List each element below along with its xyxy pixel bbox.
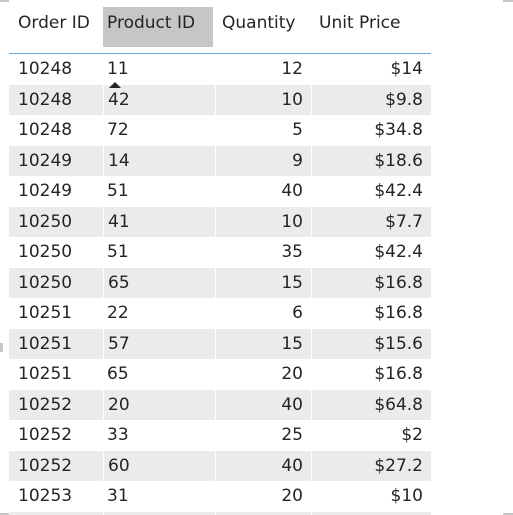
cell-order-id: 10253 — [18, 486, 73, 507]
cell-unit-price: $7.7 — [311, 206, 431, 237]
data-table-container: Order ID Product ID Quantity Unit Price — [9, 7, 431, 515]
table-row[interactable]: 10248 11 12 $14 — [9, 54, 431, 85]
cell-product-id: 20 — [103, 389, 215, 420]
cell-product-id: 65 — [103, 267, 215, 298]
cell-order-id: 10252 — [9, 389, 103, 420]
column-header-label: Unit Price — [319, 13, 401, 33]
cell-quantity: 40 — [281, 181, 303, 202]
cell-order-id: 10252 — [18, 425, 73, 446]
column-header-order-id[interactable]: Order ID — [9, 7, 103, 54]
cell-quantity: 15 — [215, 328, 311, 359]
cell-unit-price: $64.8 — [311, 389, 431, 420]
column-header-quantity[interactable]: Quantity — [215, 7, 311, 54]
cell-unit-price: $27.2 — [311, 450, 431, 481]
cell-product-id: 60 — [103, 450, 215, 481]
table-header-row: Order ID Product ID Quantity Unit Price — [9, 7, 431, 88]
cell-quantity: 35 — [281, 242, 303, 263]
cell-order-id: 10249 — [9, 145, 103, 176]
column-header-label: Quantity — [222, 13, 296, 33]
table-row[interactable]: 10248 72 5 $34.8 — [9, 115, 431, 146]
sorted-column-highlight — [103, 7, 213, 47]
cell-order-id: 10248 — [9, 84, 103, 115]
cell-quantity: 5 — [292, 120, 303, 141]
table-row[interactable]: 10249 14 9 $18.6 — [9, 145, 431, 176]
cell-order-id: 10251 — [9, 328, 103, 359]
cell-order-id: 10250 — [18, 242, 73, 263]
cell-product-id: 31 — [107, 486, 129, 507]
visual-frame-corner — [503, 0, 513, 2]
cell-order-id: 10249 — [18, 181, 73, 202]
table-row[interactable]: 10253 31 20 $10 — [9, 481, 431, 512]
table-row[interactable]: 10252 20 40 $64.8 — [9, 389, 431, 420]
column-header-unit-price[interactable]: Unit Price — [311, 7, 431, 54]
visual-frame-corner — [0, 0, 9, 2]
cell-quantity: 15 — [215, 267, 311, 298]
table-row[interactable]: 10250 51 35 $42.4 — [9, 237, 431, 268]
table-row[interactable]: 10252 33 25 $2 — [9, 420, 431, 451]
visual-frame-corner — [0, 513, 9, 515]
table-row[interactable]: 10249 51 40 $42.4 — [9, 176, 431, 207]
cell-quantity: 10 — [215, 84, 311, 115]
table-row[interactable]: 10251 57 15 $15.6 — [9, 328, 431, 359]
cell-unit-price: $15.6 — [311, 328, 431, 359]
cell-order-id: 10250 — [9, 206, 103, 237]
cell-product-id: 42 — [103, 84, 215, 115]
cell-unit-price: $18.6 — [311, 145, 431, 176]
sort-ascending-icon[interactable] — [109, 62, 121, 88]
visual-frame-corner — [503, 513, 513, 515]
table-row[interactable]: 10250 41 10 $7.7 — [9, 206, 431, 237]
cell-product-id: 51 — [107, 181, 129, 202]
cell-quantity: 40 — [215, 450, 311, 481]
cell-product-id: 22 — [107, 303, 129, 324]
cell-quantity: 6 — [292, 303, 303, 324]
table-row[interactable]: 10252 60 40 $27.2 — [9, 450, 431, 481]
cell-product-id: 41 — [103, 206, 215, 237]
cell-product-id: 57 — [103, 328, 215, 359]
cell-product-id: 72 — [107, 120, 129, 141]
cell-unit-price: $42.4 — [374, 242, 423, 263]
cell-quantity: 20 — [281, 364, 303, 385]
cell-unit-price: $16.8 — [374, 364, 423, 385]
cell-unit-price: $9.8 — [311, 84, 431, 115]
table-row[interactable]: 10251 65 20 $16.8 — [9, 359, 431, 390]
cell-unit-price: $14 — [390, 59, 423, 80]
column-header-label: Product ID — [107, 13, 196, 33]
cell-unit-price: $10 — [390, 486, 423, 507]
cell-product-id: 33 — [107, 425, 129, 446]
cell-quantity: 25 — [281, 425, 303, 446]
cell-unit-price: $16.8 — [374, 303, 423, 324]
cell-quantity: 20 — [281, 486, 303, 507]
data-table: Order ID Product ID Quantity Unit Price — [9, 7, 431, 515]
column-header-label: Order ID — [18, 13, 90, 33]
column-header-product-id[interactable]: Product ID — [103, 7, 215, 88]
visual-resize-handle[interactable] — [0, 343, 3, 352]
cell-quantity: 12 — [281, 59, 303, 80]
cell-product-id: 11 — [107, 59, 129, 80]
cell-unit-price: $16.8 — [311, 267, 431, 298]
cell-order-id: 10250 — [9, 267, 103, 298]
cell-unit-price: $42.4 — [374, 181, 423, 202]
table-row[interactable]: 10250 65 15 $16.8 — [9, 267, 431, 298]
table-row[interactable]: 10248 42 10 $9.8 — [9, 84, 431, 115]
cell-quantity: 9 — [215, 145, 311, 176]
table-row-partial — [9, 511, 431, 515]
cell-product-id: 51 — [107, 242, 129, 263]
cell-unit-price: $2 — [401, 425, 423, 446]
cell-order-id: 10248 — [18, 59, 73, 80]
cell-quantity: 10 — [215, 206, 311, 237]
cell-order-id: 10251 — [18, 303, 73, 324]
cell-product-id: 14 — [103, 145, 215, 176]
cell-quantity: 40 — [215, 389, 311, 420]
cell-product-id: 65 — [107, 364, 129, 385]
cell-unit-price: $34.8 — [374, 120, 423, 141]
cell-order-id: 10252 — [9, 450, 103, 481]
cell-order-id: 10251 — [18, 364, 73, 385]
table-row[interactable]: 10251 22 6 $16.8 — [9, 298, 431, 329]
cell-order-id: 10248 — [18, 120, 73, 141]
